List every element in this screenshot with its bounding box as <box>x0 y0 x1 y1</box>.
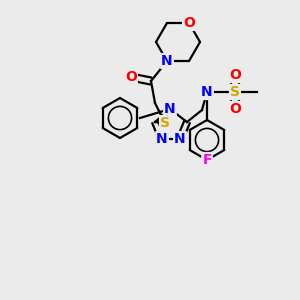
Text: N: N <box>161 54 173 68</box>
Text: O: O <box>229 68 241 82</box>
Text: O: O <box>229 102 241 116</box>
Text: F: F <box>202 153 212 167</box>
Text: O: O <box>183 16 195 30</box>
Text: O: O <box>125 70 137 84</box>
Text: N: N <box>164 102 176 116</box>
Text: N: N <box>156 132 168 146</box>
Text: N: N <box>201 85 213 99</box>
Text: N: N <box>174 132 186 146</box>
Text: S: S <box>230 85 240 99</box>
Text: S: S <box>160 116 170 130</box>
